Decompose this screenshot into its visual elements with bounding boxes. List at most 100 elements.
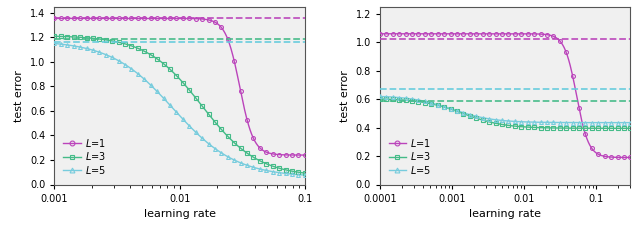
L=3 bbox=[262, 162, 270, 165]
L=3 bbox=[288, 170, 296, 173]
L=3 bbox=[556, 127, 564, 129]
L=5 bbox=[396, 96, 403, 99]
L=1 bbox=[294, 154, 302, 156]
L=1 bbox=[63, 17, 71, 20]
L=1 bbox=[408, 32, 416, 35]
L=1 bbox=[588, 147, 596, 150]
L=5 bbox=[588, 121, 596, 124]
L=5 bbox=[460, 111, 467, 114]
L=5 bbox=[601, 121, 609, 124]
L=5 bbox=[121, 63, 129, 66]
L=3 bbox=[575, 127, 583, 130]
L=1 bbox=[102, 17, 109, 20]
L=5 bbox=[102, 53, 109, 56]
L=3 bbox=[115, 41, 122, 44]
L=1 bbox=[614, 156, 621, 159]
L=5 bbox=[504, 120, 512, 122]
L=1 bbox=[511, 32, 518, 35]
L=1 bbox=[563, 51, 570, 54]
L=1 bbox=[57, 17, 65, 20]
L=5 bbox=[256, 168, 264, 170]
L=3 bbox=[428, 102, 435, 105]
L=3 bbox=[83, 36, 90, 39]
L=1 bbox=[504, 32, 512, 35]
L=1 bbox=[275, 153, 283, 156]
L=3 bbox=[256, 160, 264, 162]
L=1 bbox=[440, 32, 448, 35]
L=3 bbox=[453, 110, 461, 113]
L=3 bbox=[492, 122, 499, 125]
L=5 bbox=[485, 117, 493, 120]
L=5 bbox=[408, 98, 416, 100]
L=5 bbox=[250, 166, 257, 169]
L=1 bbox=[396, 32, 403, 35]
L=1 bbox=[76, 17, 84, 20]
L=1 bbox=[166, 17, 174, 20]
L=5 bbox=[224, 155, 232, 158]
L=3 bbox=[140, 50, 148, 53]
L=5 bbox=[415, 99, 422, 101]
L=5 bbox=[83, 47, 90, 50]
L=3 bbox=[166, 68, 174, 71]
Line: L=1: L=1 bbox=[52, 16, 307, 157]
L=3 bbox=[440, 106, 448, 108]
L=3 bbox=[160, 62, 168, 65]
L=3 bbox=[614, 127, 621, 130]
L=5 bbox=[262, 169, 270, 172]
L=5 bbox=[127, 68, 135, 70]
L=5 bbox=[301, 174, 308, 176]
L=1 bbox=[620, 156, 628, 159]
L=1 bbox=[524, 32, 531, 35]
L=1 bbox=[479, 32, 486, 35]
L=1 bbox=[575, 107, 583, 109]
L=3 bbox=[479, 119, 486, 122]
L=5 bbox=[70, 45, 77, 47]
Y-axis label: test error: test error bbox=[340, 70, 350, 122]
L=1 bbox=[83, 17, 90, 20]
L=3 bbox=[57, 35, 65, 38]
Line: L=5: L=5 bbox=[52, 41, 307, 177]
L=3 bbox=[466, 115, 474, 117]
L=1 bbox=[160, 17, 168, 20]
Line: L=3: L=3 bbox=[378, 97, 632, 130]
L=1 bbox=[51, 17, 58, 20]
L=3 bbox=[95, 38, 103, 40]
L=5 bbox=[479, 116, 486, 119]
L=5 bbox=[563, 121, 570, 124]
L=5 bbox=[205, 142, 212, 145]
L=1 bbox=[89, 17, 97, 20]
L=3 bbox=[383, 98, 390, 101]
L=5 bbox=[211, 147, 219, 150]
L=3 bbox=[108, 40, 116, 42]
L=3 bbox=[485, 120, 493, 123]
L=5 bbox=[607, 121, 615, 124]
L=5 bbox=[517, 120, 525, 123]
L=5 bbox=[543, 121, 551, 124]
L=5 bbox=[453, 109, 461, 112]
L=1 bbox=[402, 32, 410, 35]
L=3 bbox=[524, 126, 531, 128]
L=5 bbox=[288, 173, 296, 176]
L=5 bbox=[556, 121, 564, 124]
L=1 bbox=[269, 153, 276, 155]
L=1 bbox=[460, 32, 467, 35]
L=3 bbox=[121, 43, 129, 45]
L=1 bbox=[134, 17, 141, 20]
L=3 bbox=[447, 108, 454, 110]
L=3 bbox=[186, 89, 193, 91]
L=3 bbox=[89, 37, 97, 40]
L=3 bbox=[179, 81, 187, 84]
L=1 bbox=[108, 17, 116, 20]
L=1 bbox=[595, 153, 602, 156]
L=3 bbox=[70, 36, 77, 38]
X-axis label: learning rate: learning rate bbox=[469, 209, 541, 219]
L=3 bbox=[134, 47, 141, 50]
L=5 bbox=[57, 43, 65, 45]
L=3 bbox=[250, 156, 257, 159]
L=3 bbox=[620, 127, 628, 130]
L=1 bbox=[492, 32, 499, 35]
L=3 bbox=[582, 127, 589, 130]
L=5 bbox=[173, 111, 180, 113]
L=5 bbox=[108, 56, 116, 59]
L=1 bbox=[301, 154, 308, 156]
